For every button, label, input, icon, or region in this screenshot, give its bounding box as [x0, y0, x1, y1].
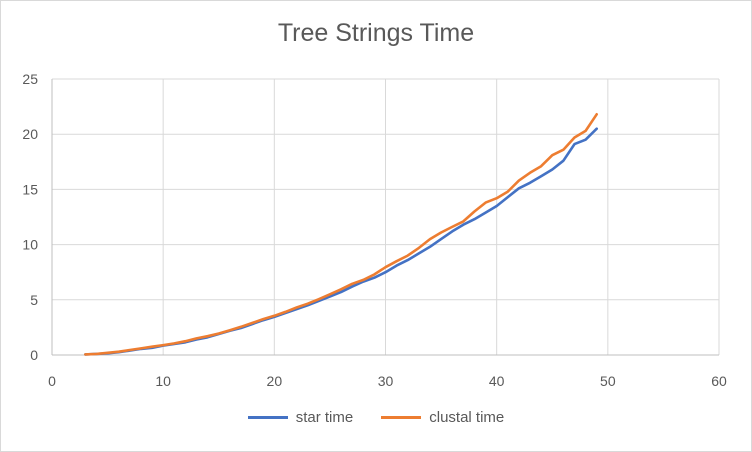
- y-tick-label-25: 25: [22, 71, 38, 87]
- y-tick-label-5: 5: [30, 292, 38, 308]
- axes: [51, 79, 719, 356]
- x-tick-label-0: 0: [48, 373, 56, 389]
- legend-item-clustal-time: clustal time: [381, 409, 504, 426]
- series-line-star-time: [84, 127, 599, 356]
- x-tick-label-40: 40: [489, 373, 505, 389]
- x-tick-label-50: 50: [600, 373, 616, 389]
- legend-swatch-star-time: [247, 416, 288, 419]
- y-tick-label-20: 20: [22, 126, 38, 142]
- legend-label-star-time: star time: [295, 409, 354, 426]
- legend-label-clustal-time: clustal time: [429, 409, 505, 426]
- gridlines: [52, 78, 720, 355]
- tick-labels: 0 5 10 15 20 25 0 10 20 30 40 50 60: [22, 71, 727, 389]
- series-lines: [84, 113, 599, 356]
- series-line-clustal-time: [84, 113, 599, 356]
- x-tick-label-60: 60: [711, 373, 727, 389]
- y-tick-label-0: 0: [30, 347, 38, 363]
- y-tick-label-15: 15: [22, 181, 38, 197]
- legend-item-star-time: star time: [247, 409, 354, 426]
- legend-swatch-clustal-time: [381, 416, 422, 419]
- x-tick-label-30: 30: [378, 373, 394, 389]
- chart-title: Tree Strings Time: [277, 19, 475, 47]
- y-tick-label-10: 10: [22, 237, 38, 253]
- x-tick-label-10: 10: [155, 373, 171, 389]
- legend: star time clustal time: [1, 409, 751, 426]
- x-tick-label-20: 20: [267, 373, 283, 389]
